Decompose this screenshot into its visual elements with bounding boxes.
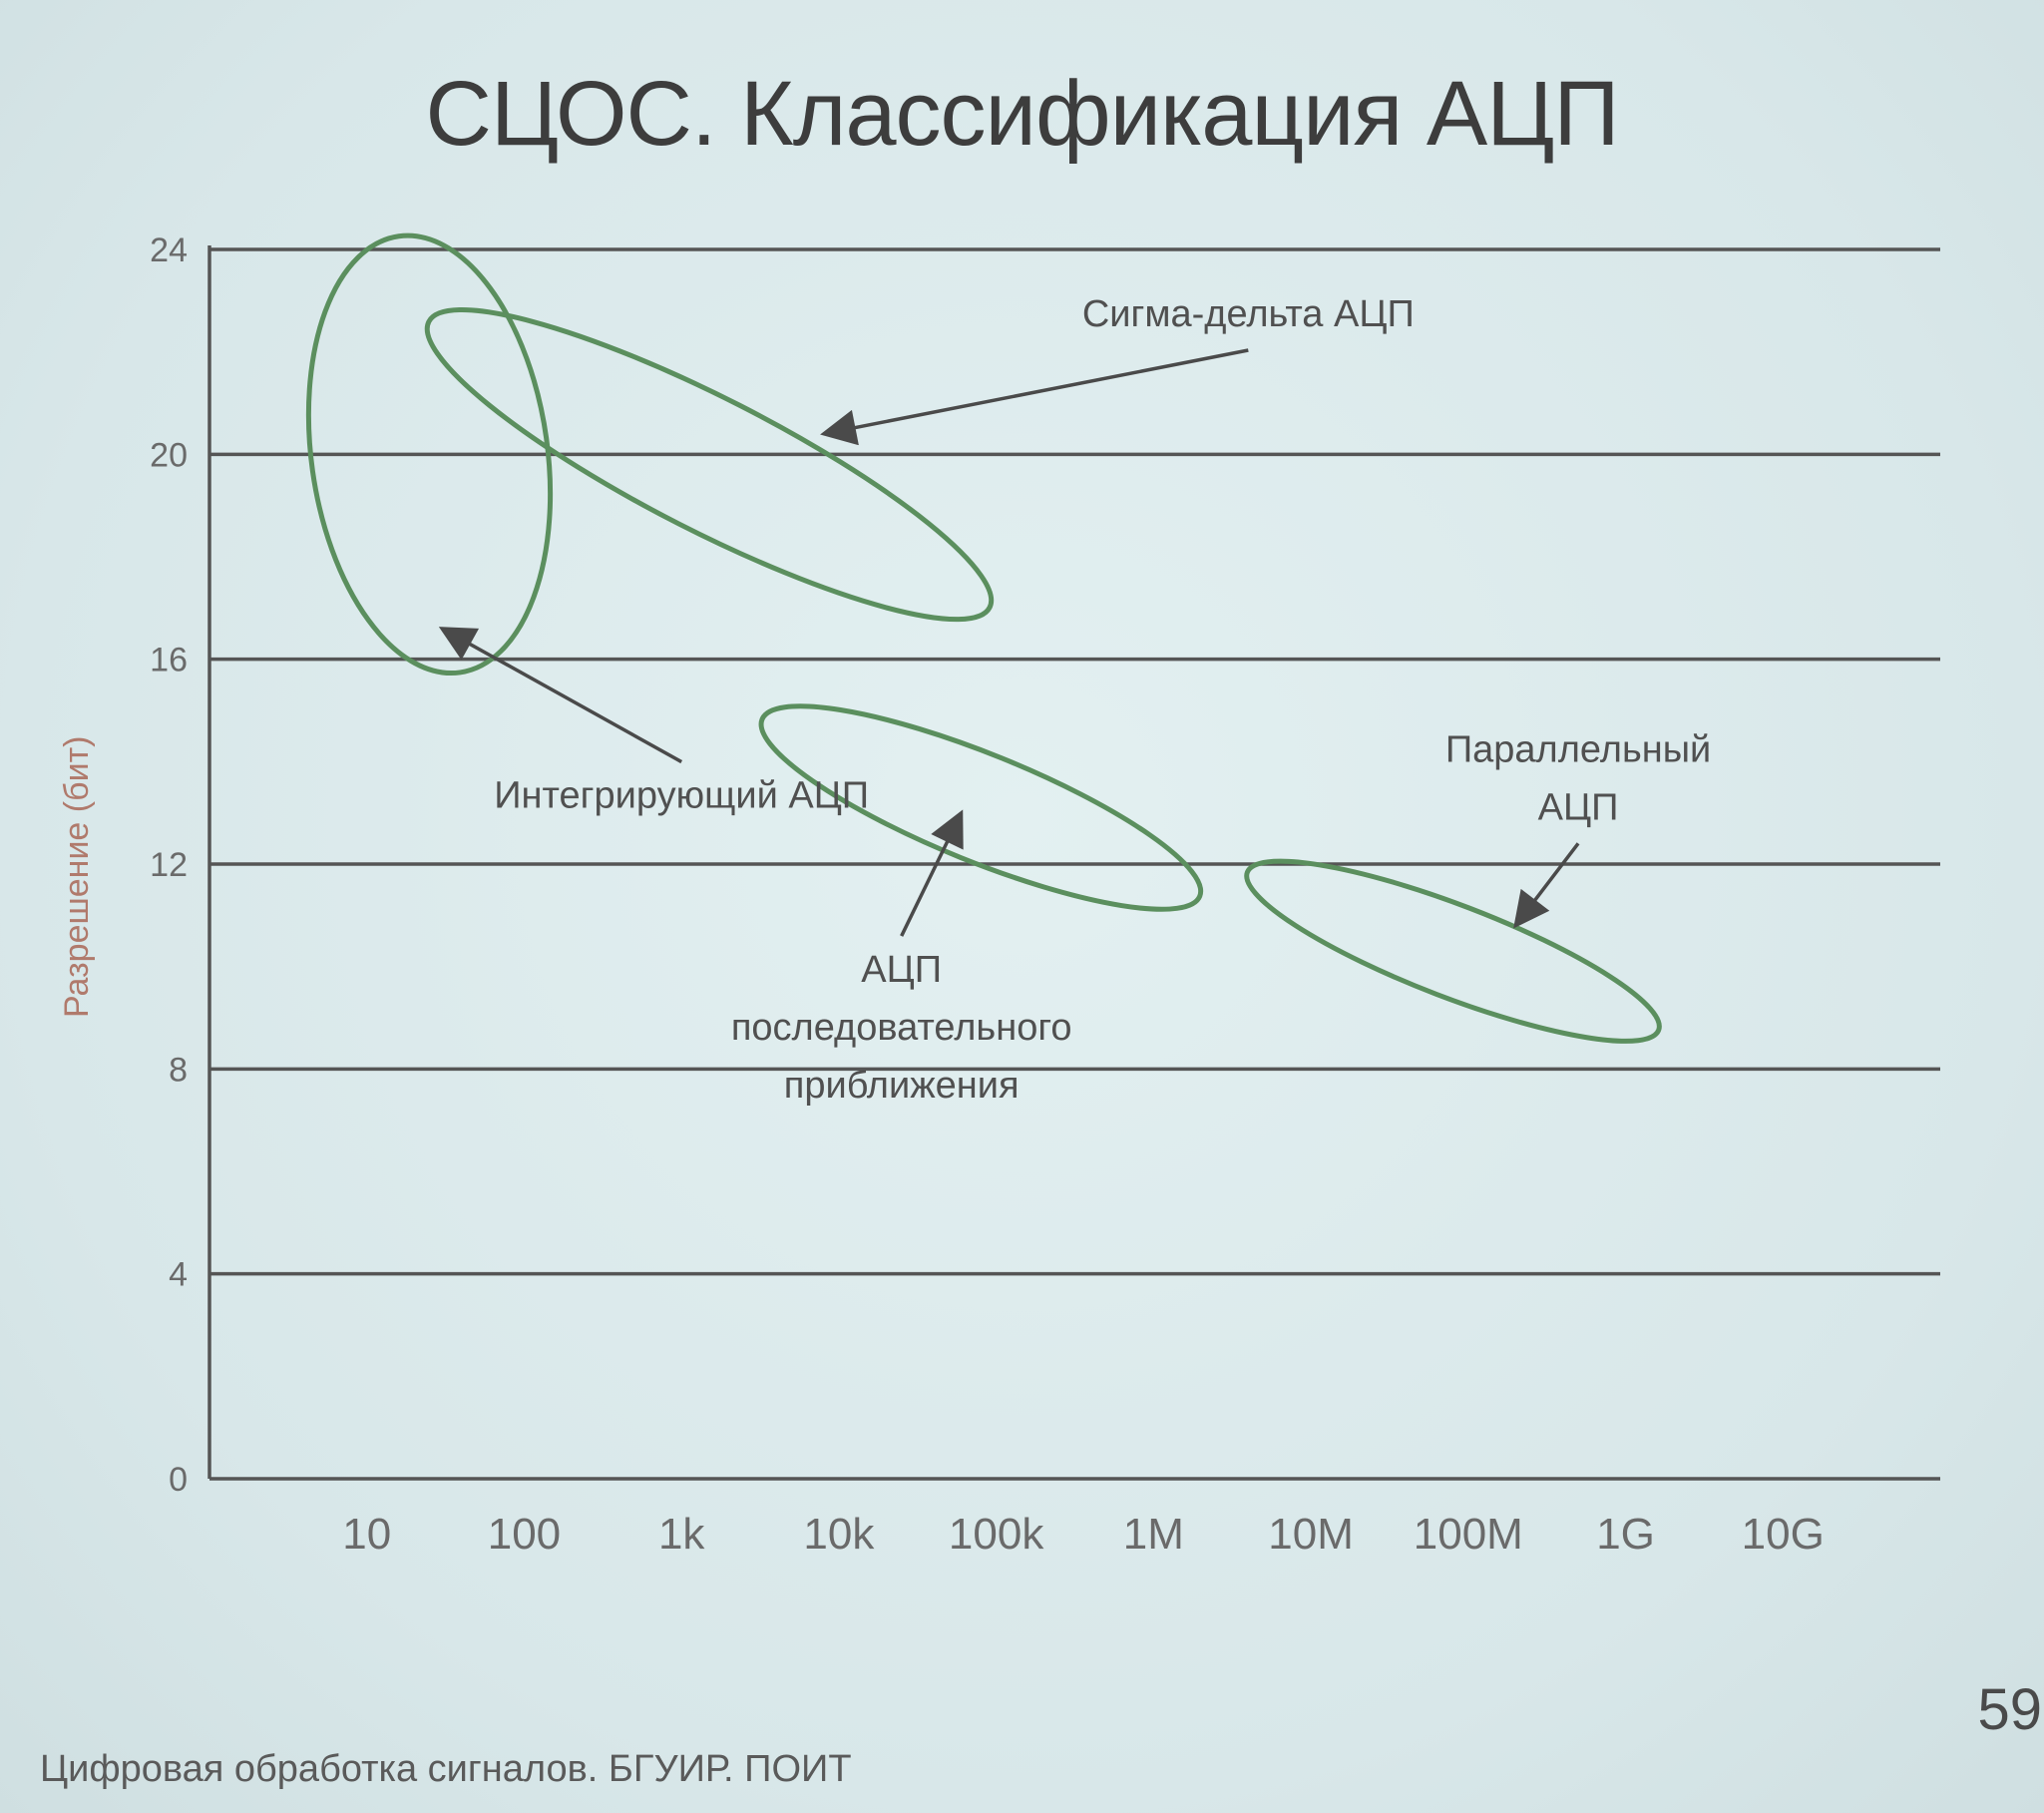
y-tick-label: 16 — [150, 642, 188, 680]
y-tick-label: 12 — [150, 846, 188, 884]
region-ellipse-2 — [424, 307, 995, 623]
y-tick-label: 24 — [150, 231, 188, 269]
annotation-arrow — [1513, 842, 1580, 929]
y-axis-title: Разрешение (бит) — [58, 735, 96, 1018]
annotation-arrow — [820, 348, 1249, 446]
x-tick-label: 1M — [1123, 1510, 1184, 1559]
page-number: 59 — [1977, 1677, 2042, 1742]
region-ellipse-1 — [305, 232, 554, 677]
x-tick-label: 10M — [1268, 1510, 1354, 1559]
annotation-text: Интегрирующий АЦП — [494, 775, 869, 817]
x-tick-label: 10G — [1742, 1510, 1825, 1559]
x-tick-label: 1G — [1596, 1510, 1655, 1559]
annotations: Сигма-дельта АЦП Интегрирующий АЦП АЦП посл… — [438, 293, 1711, 1107]
slide-footer: Цифровая обработка сигналов. БГУИР. ПОИТ — [40, 1748, 852, 1790]
y-tick-label: 0 — [169, 1461, 188, 1499]
region-ellipse-4 — [1244, 858, 1662, 1044]
x-tick-label: 100 — [488, 1510, 561, 1559]
annotation-2: Интегрирующий АЦП — [438, 627, 869, 817]
x-tick-label: 100M — [1414, 1510, 1523, 1559]
y-tick-labels: 0 4 8 12 16 20 24 — [150, 231, 188, 1499]
annotation-text: АЦП — [1538, 786, 1619, 828]
y-tick-label: 8 — [169, 1051, 188, 1089]
annotation-text: Сигма-дельта АЦП — [1082, 293, 1415, 335]
y-tick-label: 20 — [150, 436, 188, 474]
x-tick-label: 1k — [658, 1510, 705, 1559]
adc-regions — [305, 232, 1662, 1044]
x-tick-label: 100k — [949, 1510, 1044, 1559]
y-tick-label: 4 — [169, 1256, 188, 1294]
annotation-3: АЦП последовательного приближения — [731, 809, 1072, 1107]
annotation-4: Параллельный АЦП — [1445, 728, 1711, 929]
x-tick-label: 10k — [803, 1510, 875, 1559]
x-tick-label: 10 — [342, 1510, 391, 1559]
slide-title: СЦОС. Классификация АЦП — [425, 63, 1620, 165]
annotation-text: приближения — [784, 1065, 1020, 1107]
annotation-arrow — [900, 809, 964, 937]
annotation-text: последовательного — [731, 1007, 1072, 1049]
annotation-text: Параллельный — [1445, 728, 1711, 770]
gridlines — [209, 247, 1940, 1481]
x-tick-labels: 10 100 1k 10k 100k 1M 10M 100M 1G 10G — [342, 1510, 1825, 1559]
annotation-arrow — [438, 627, 683, 764]
region-ellipse-3 — [758, 703, 1204, 912]
annotation-1: Сигма-дельта АЦП — [820, 293, 1415, 446]
annotation-text: АЦП — [861, 949, 942, 991]
